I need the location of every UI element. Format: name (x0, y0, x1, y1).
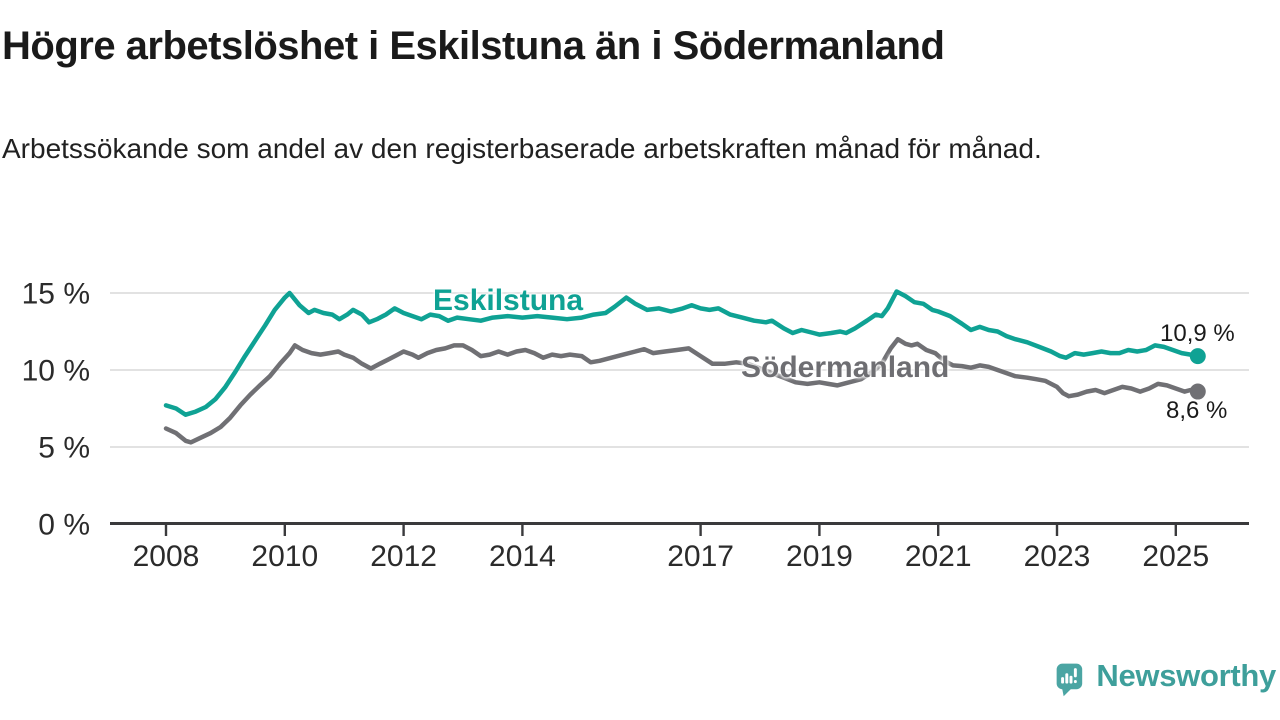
series-line-eskilstuna (163, 289, 1201, 417)
x-tick-label: 2012 (370, 540, 437, 573)
x-tick-label: 2008 (133, 540, 200, 573)
y-tick-label: 0 % (38, 509, 90, 542)
y-tick-label: 10 % (22, 355, 90, 388)
series-end-dot-södermanland (1189, 383, 1206, 400)
x-tick-label: 2019 (786, 540, 853, 573)
x-tick-label: 2021 (905, 540, 972, 573)
value-label-eskilstuna: 10,9 % (1160, 320, 1235, 347)
y-tick-label: 15 % (22, 278, 90, 311)
x-tick-label: 2017 (667, 540, 734, 573)
series-end-dot-eskilstuna (1189, 348, 1206, 365)
newsworthy-wordmark: Newsworthy (1096, 658, 1276, 693)
x-tick-label: 2014 (489, 540, 556, 573)
x-tick-label: 2010 (251, 540, 318, 573)
series-label-sodermanland: Södermanland (741, 351, 950, 384)
x-tick-label: 2023 (1024, 540, 1091, 573)
y-tick-label: 5 % (38, 432, 90, 465)
page-subtitle: Arbetssökande som andel av den registerb… (2, 133, 1042, 164)
newsworthy-logo: Newsworthy (1056, 650, 1276, 708)
value-label-sodermanland: 8,6 % (1166, 397, 1228, 424)
x-tick-label: 2025 (1142, 540, 1209, 573)
bar-chart-speech-bubble-icon (1056, 663, 1083, 697)
page-title: Högre arbetslöshet i Eskilstuna än i Söd… (2, 24, 945, 68)
series-label-eskilstuna: Eskilstuna (433, 284, 584, 317)
series-line-södermanland (163, 336, 1201, 445)
